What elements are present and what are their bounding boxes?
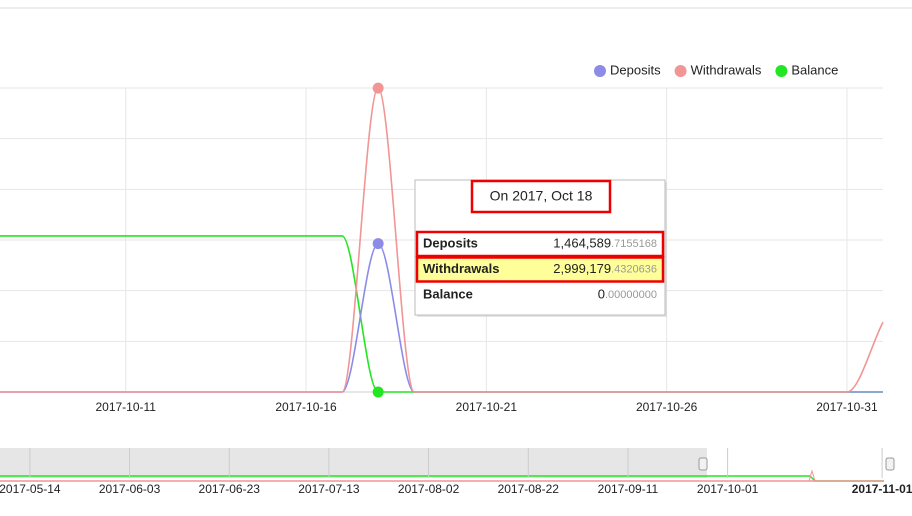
x-tick-label: 2017-10-16 [275, 400, 337, 414]
navigator-handle[interactable] [885, 457, 895, 471]
navigator-label: 2017-05-14 [0, 482, 61, 496]
row-highlight [415, 256, 665, 283]
tooltip: On 2017, Oct 18 Deposits .71551681,464,58… [414, 179, 667, 317]
navigator-line [808, 469, 816, 482]
highlight-box [470, 179, 612, 214]
navigator-label: 2017-06-23 [199, 482, 261, 496]
x-tick-label: 2017-10-11 [95, 400, 156, 414]
legend-label[interactable]: Withdrawals [691, 62, 762, 77]
tooltip-decimals: .7155168 [611, 238, 657, 250]
hover-marker [372, 238, 384, 250]
tooltip-label: Withdrawals [423, 261, 499, 276]
tooltip-value: 1,464,589 [553, 235, 611, 250]
navigator-label: 2017-09-11 [598, 482, 659, 496]
hover-marker [372, 386, 384, 398]
tooltip-box [414, 179, 666, 316]
tooltip-label: Balance [423, 286, 473, 301]
legend: Deposits Withdrawals Balance [594, 62, 838, 77]
legend-marker [775, 65, 788, 77]
navigator-label: 2017-06-03 [99, 482, 161, 496]
navigator-window[interactable] [707, 448, 890, 478]
legend-marker [594, 65, 606, 77]
tooltip-label: Deposits [423, 235, 478, 250]
navigator-label: 2017-08-02 [398, 482, 460, 496]
tooltip-decimals: .4320636 [611, 263, 657, 275]
x-tick-label: 2017-10-21 [456, 400, 518, 414]
tooltip-decimals: .00000000 [605, 289, 657, 301]
navigator-label: 2017-08-22 [498, 482, 560, 496]
navigator-mask [0, 448, 707, 478]
plot [0, 82, 884, 398]
navigator: 2017-05-14 2017-06-03 2017-06-23 2017-07-13… [0, 448, 912, 496]
navigator-label: 2017-10-01 [697, 482, 759, 496]
highlight-box [415, 230, 665, 258]
series-line [0, 87, 884, 393]
legend-label[interactable]: Balance [791, 62, 838, 77]
tooltip-title: On 2017, Oct 18 [490, 188, 593, 204]
navigator-label: 2017-11-01 [852, 482, 912, 496]
navigator-label: 2017-07-13 [298, 482, 360, 496]
navigator-handle[interactable] [698, 457, 708, 471]
x-tick-label: 2017-10-26 [636, 400, 698, 414]
x-tick-label: 2017-10-31 [816, 400, 878, 414]
tooltip-value: 0 [598, 286, 605, 301]
hover-marker [372, 82, 384, 94]
legend-marker [674, 65, 687, 77]
legend-label[interactable]: Deposits [610, 62, 661, 77]
tooltip-value: 2,999,179 [553, 261, 611, 276]
